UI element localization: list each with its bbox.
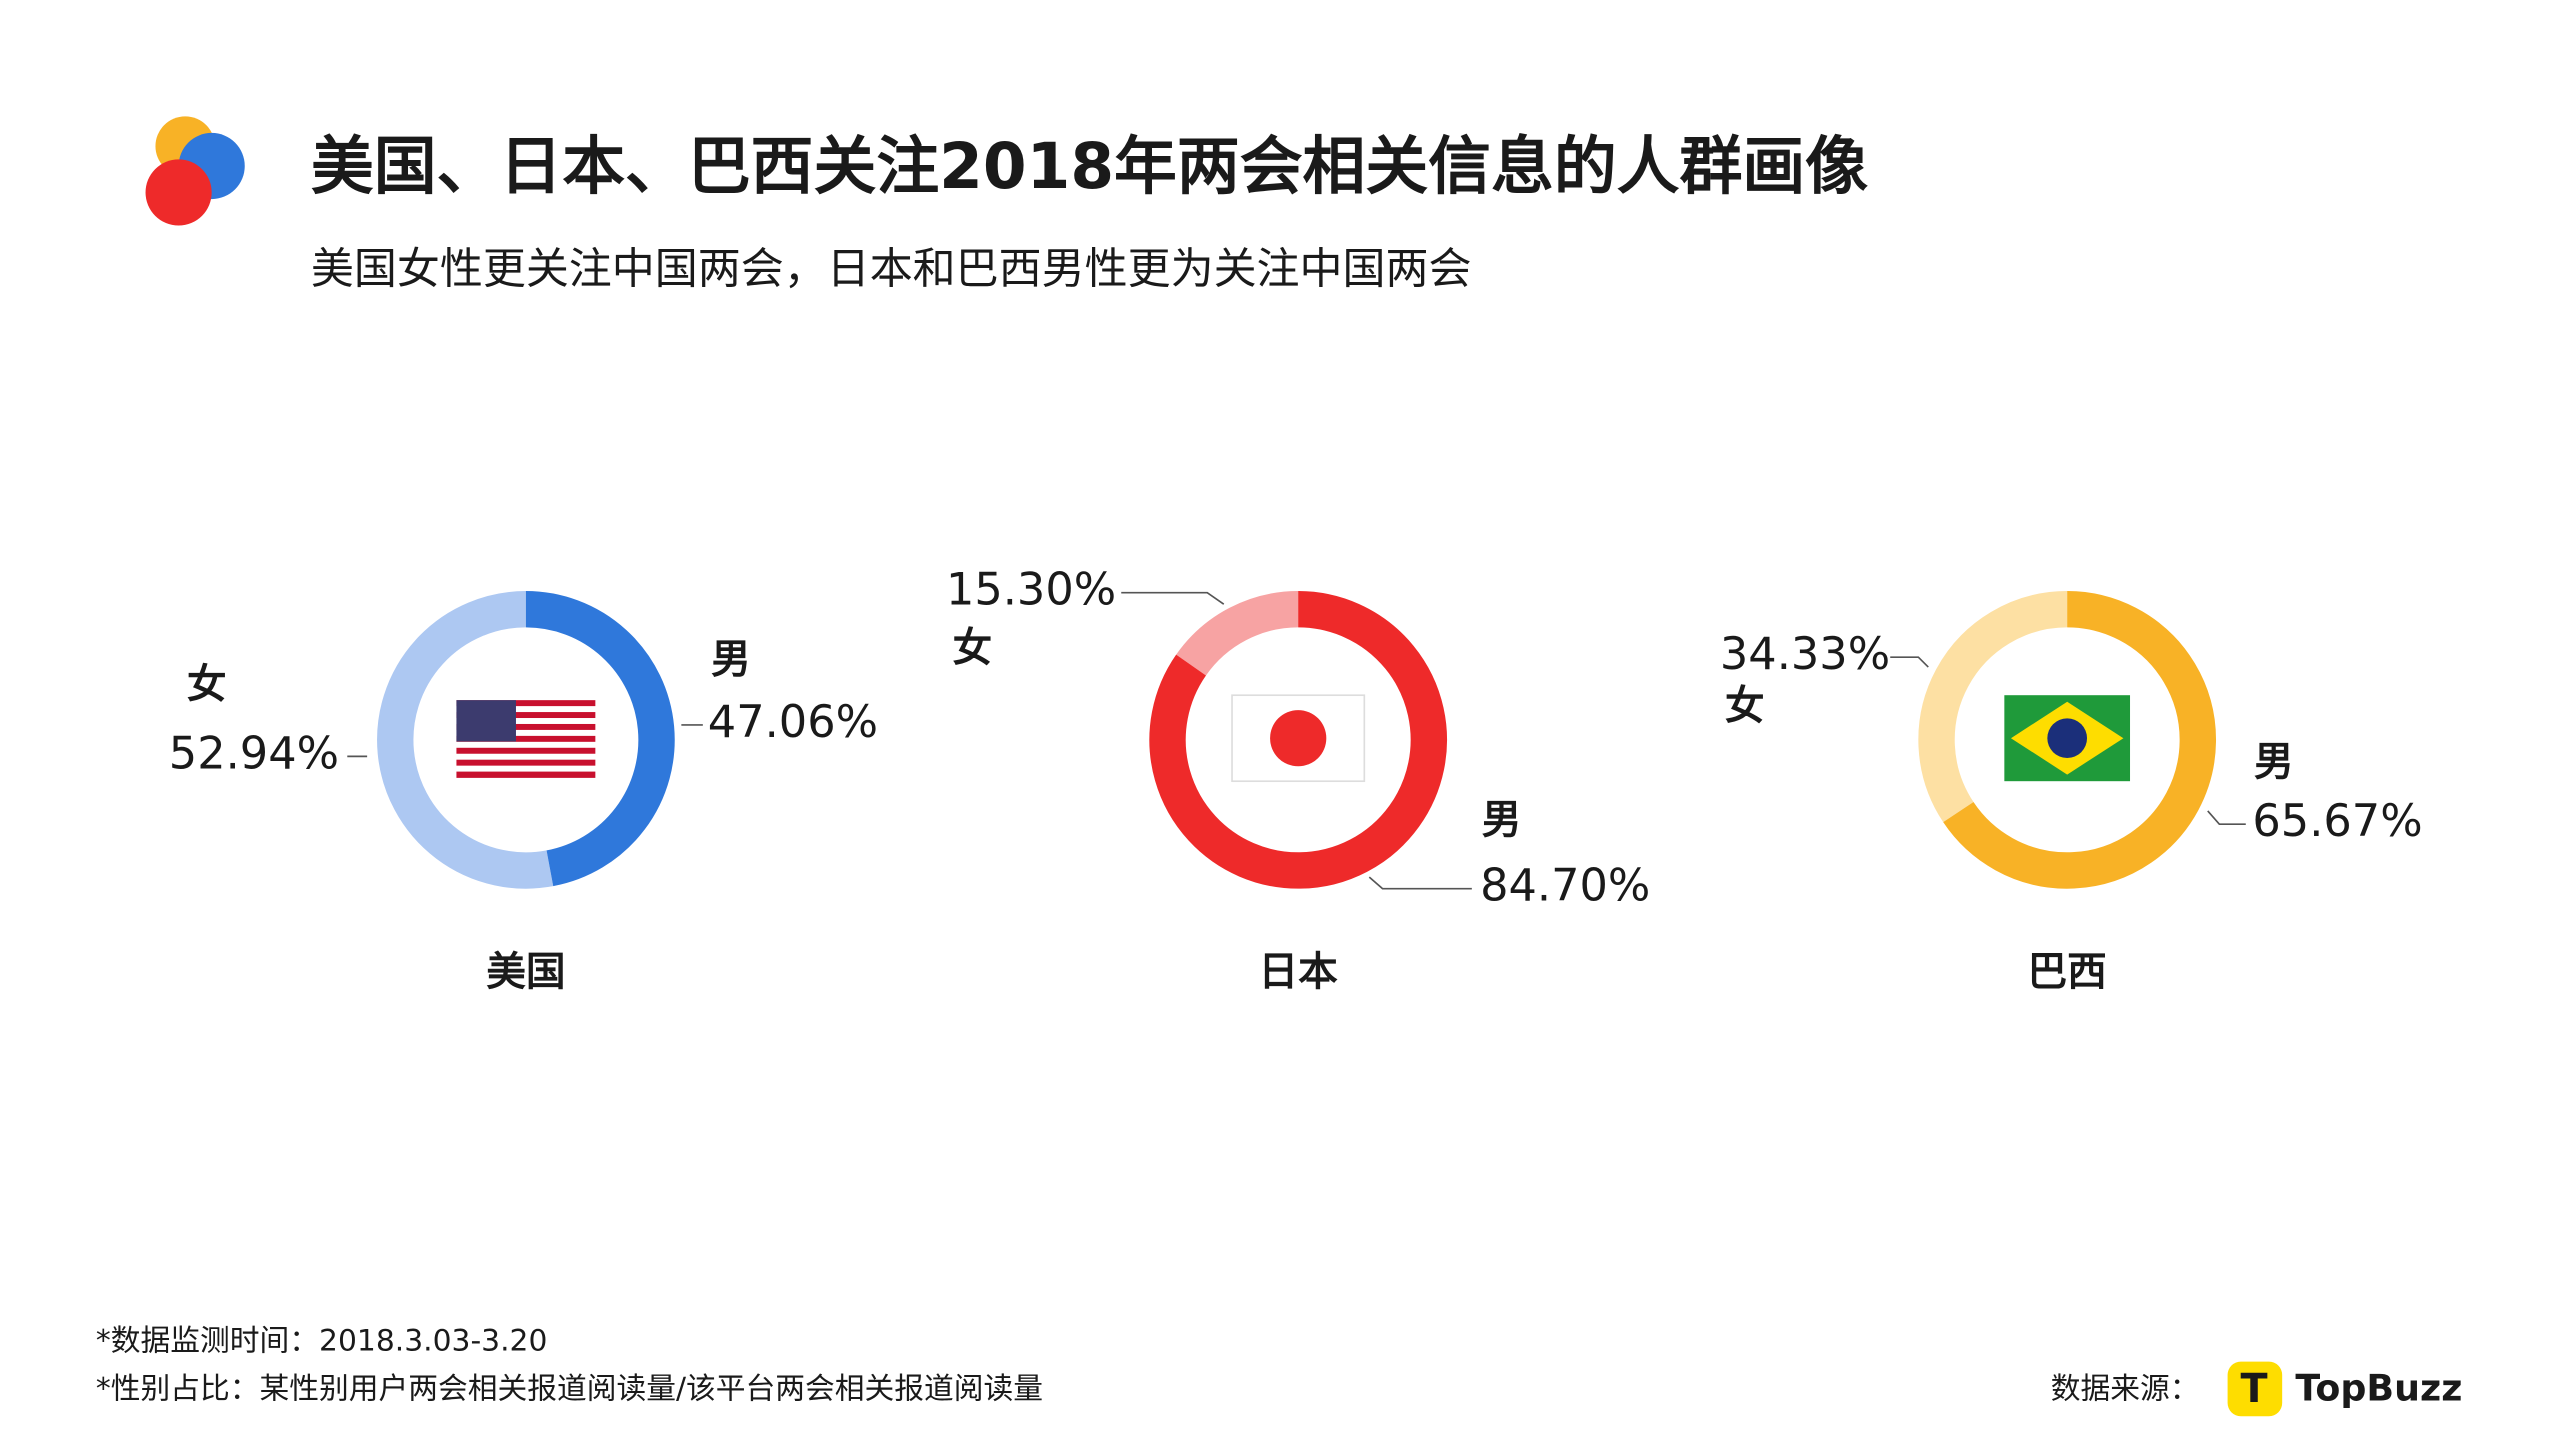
value-label: 47.06% [708, 696, 878, 748]
title: 美国、日本、巴西关注2018年两会相关信息的人群画像 [311, 130, 1868, 203]
brand-dots [145, 116, 245, 226]
value-label: 65.67% [2252, 795, 2422, 847]
donut-segment [525, 591, 675, 887]
donut-segment [1943, 591, 2216, 889]
chart-title: 日本 [1259, 949, 1339, 995]
value-label: 84.70% [1480, 860, 1650, 912]
chart-title: 巴西 [2028, 949, 2107, 995]
flag-brazil [2004, 695, 2131, 782]
value-label: 15.30% [946, 564, 1116, 616]
donut-segment [1149, 591, 1447, 889]
source-logo: TopBuzz [2295, 1366, 2462, 1409]
footnote: *数据监测时间：2018.3.03-3.20 [96, 1323, 548, 1358]
footnote: *性别占比：某性别用户两会相关报道阅读量/该平台两会相关报道阅读量 [96, 1371, 1043, 1406]
chart-title: 美国 [486, 949, 565, 995]
leader-line [1121, 591, 1225, 605]
value-label: 52.94% [169, 727, 339, 779]
source-label: 数据来源： [2051, 1371, 2200, 1406]
flag-japan [1231, 694, 1366, 783]
svg-text:T: T [2241, 1366, 2268, 1412]
donut-segment [1918, 591, 2068, 823]
donut-segment [377, 591, 554, 889]
leader-line [1368, 876, 1472, 890]
category-label: 女 [187, 661, 227, 707]
flag-us [456, 700, 596, 778]
category-label: 女 [953, 625, 993, 671]
source-logo-icon: T [2227, 1361, 2283, 1417]
leader-line [2207, 810, 2246, 826]
category-label: 男 [711, 637, 751, 683]
category-label: 男 [2254, 739, 2294, 785]
subtitle: 美国女性更关注中国两会，日本和巴西男性更为关注中国两会 [311, 244, 1472, 294]
value-label: 34.33% [1720, 628, 1890, 680]
donut-segment [1176, 591, 1299, 676]
leader-line [1890, 656, 1929, 668]
category-label: 女 [1725, 683, 1765, 729]
category-label: 男 [1482, 797, 1522, 843]
